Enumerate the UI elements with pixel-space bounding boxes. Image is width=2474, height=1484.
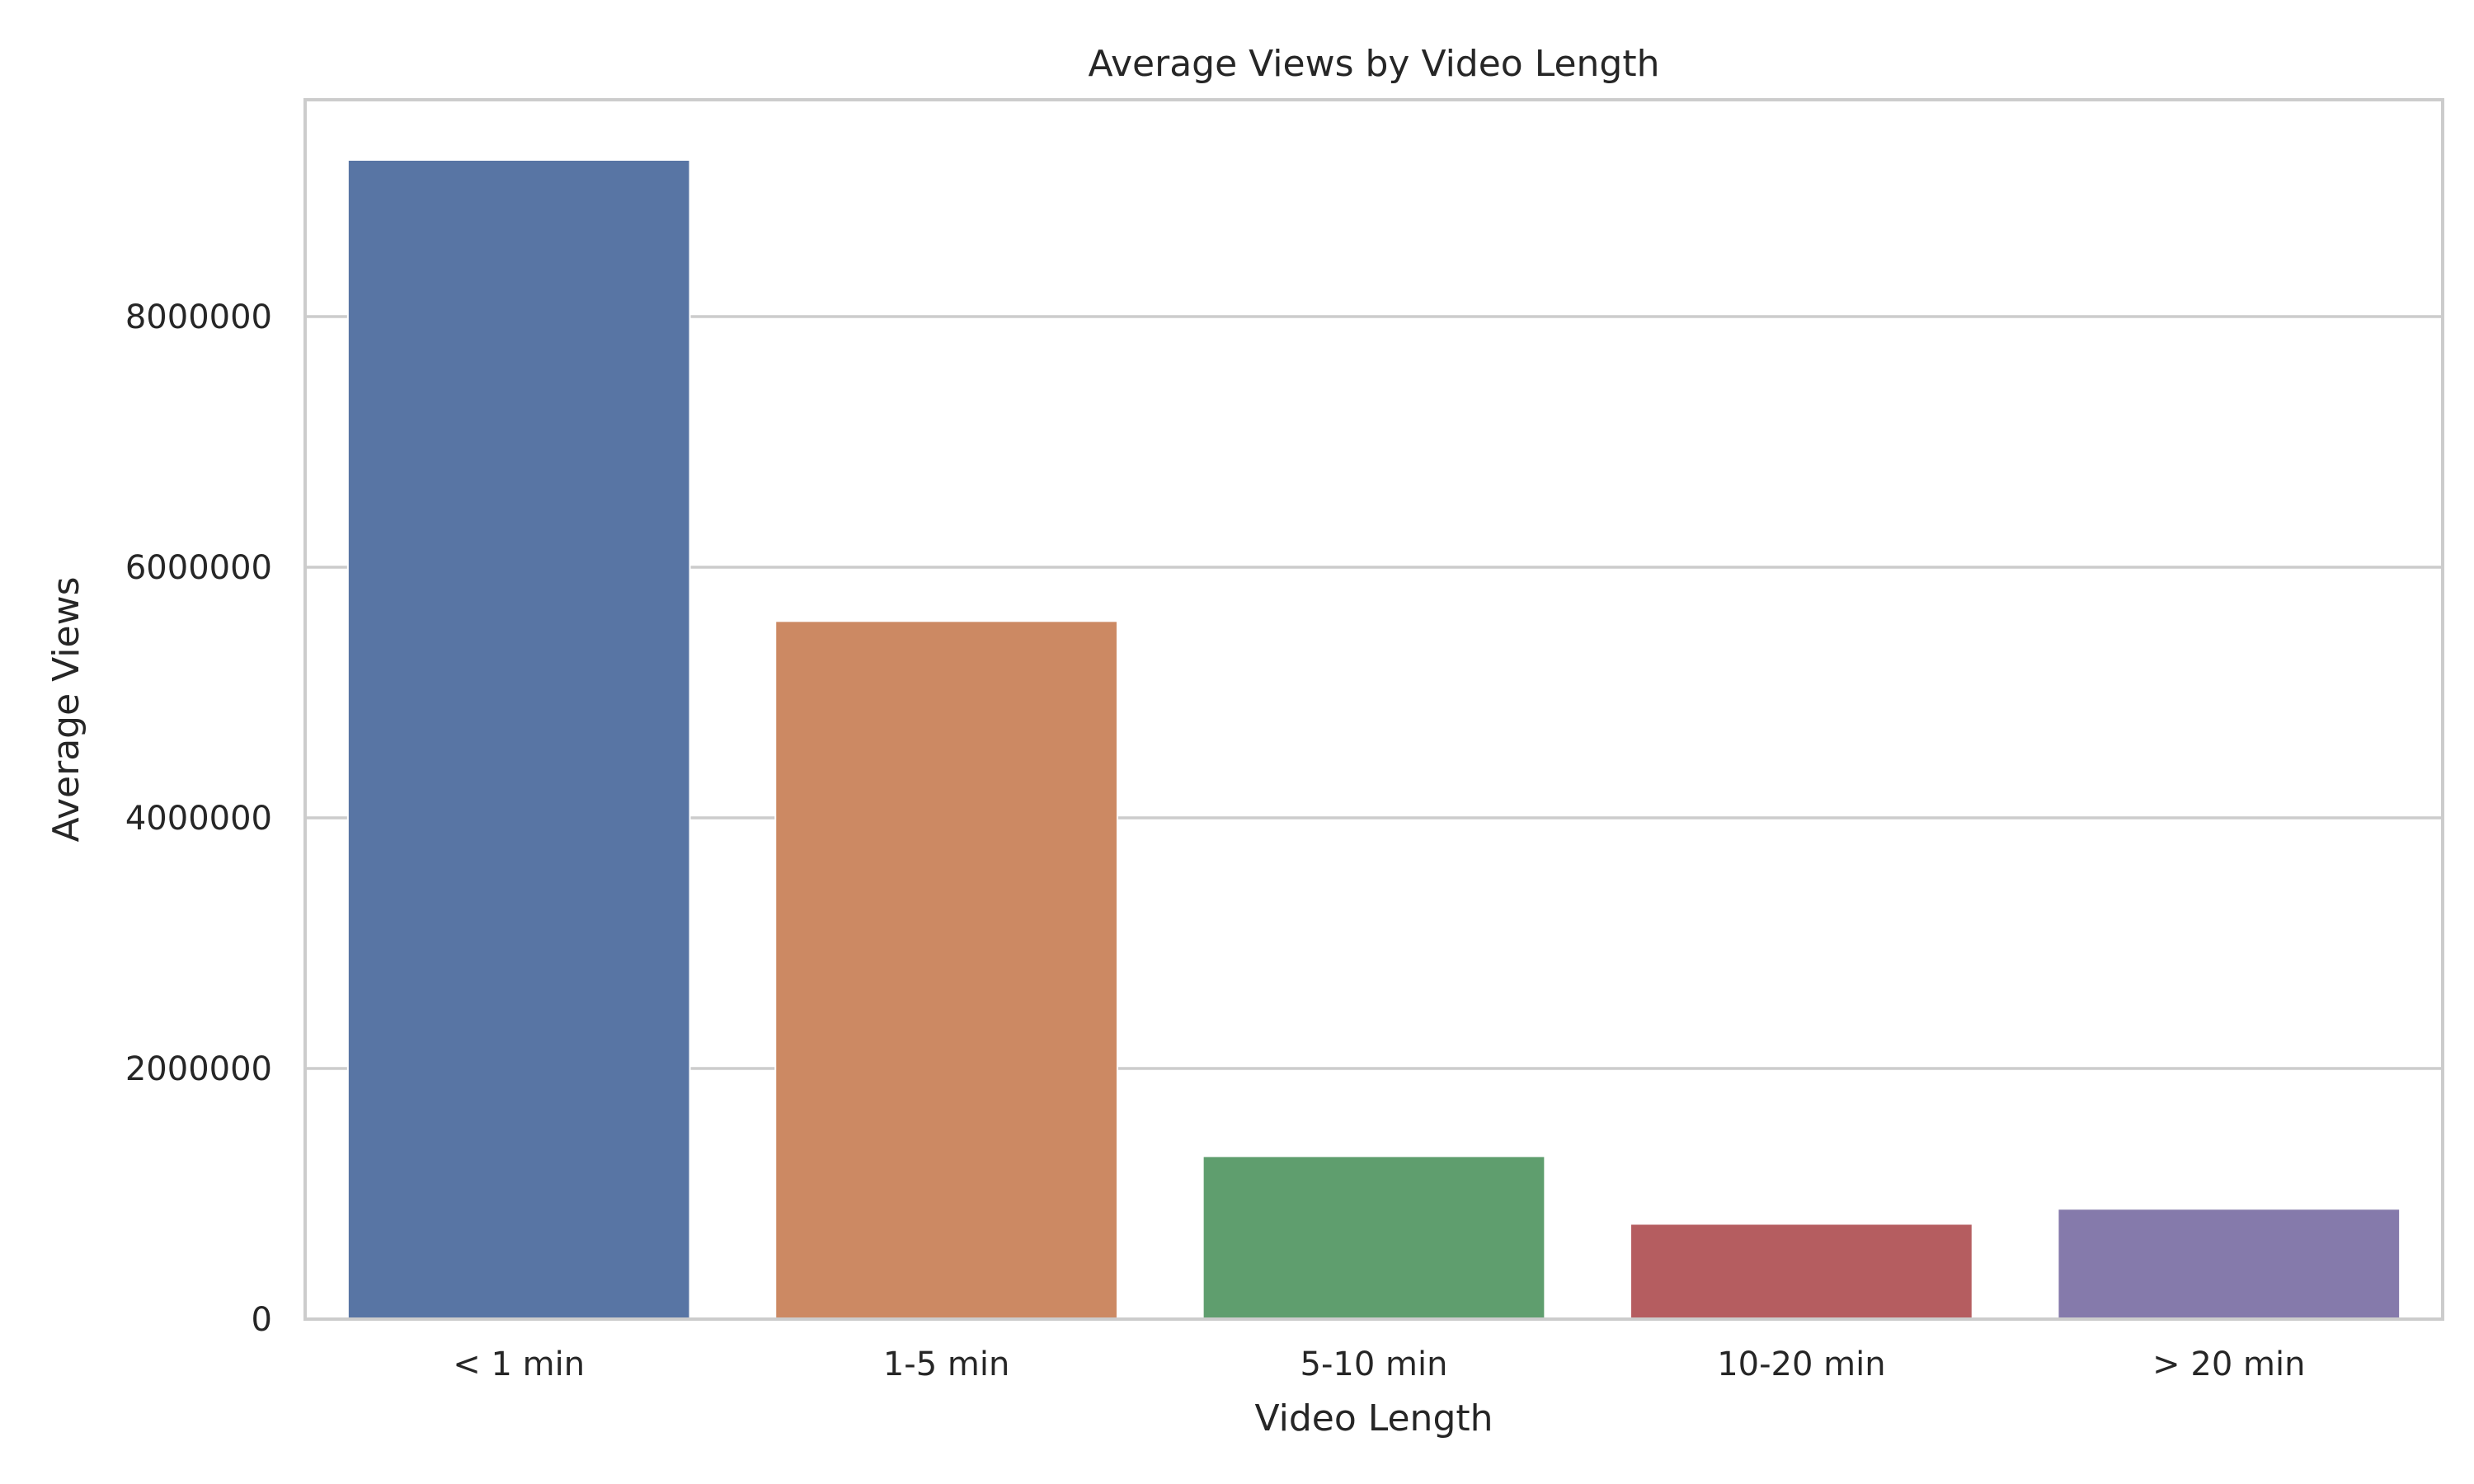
y-tick-labels: 0 2000000 4000000 6000000 8000000: [125, 298, 272, 1339]
plot-frame: [303, 98, 2444, 1321]
bar: [1630, 1223, 1973, 1321]
x-tick-labels: < 1 min 1-5 min 5-10 min 10-20 min > 20 min: [453, 1345, 2305, 1383]
x-tick-label: 1-5 min: [883, 1345, 1009, 1383]
x-tick-label: 5-10 min: [1300, 1345, 1448, 1383]
x-tick-label: 10-20 min: [1717, 1345, 1885, 1383]
chart-title: Average Views by Video Length: [1089, 43, 1660, 85]
bar: [774, 620, 1118, 1320]
bar: [1202, 1155, 1546, 1320]
y-tick-label: 6000000: [125, 549, 272, 587]
y-tick-label: 8000000: [125, 298, 272, 336]
x-tick-label: > 20 min: [2152, 1345, 2305, 1383]
y-tick-label: 2000000: [125, 1050, 272, 1088]
bar-layer: [346, 158, 2401, 1321]
bar: [346, 158, 691, 1321]
bar: [2057, 1208, 2401, 1320]
y-tick-label: 0: [252, 1301, 272, 1339]
y-tick-label: 4000000: [125, 800, 272, 838]
x-axis-label: Video Length: [1254, 1397, 1493, 1439]
y-axis-label: Average Views: [45, 576, 87, 842]
x-tick-label: < 1 min: [453, 1345, 585, 1383]
